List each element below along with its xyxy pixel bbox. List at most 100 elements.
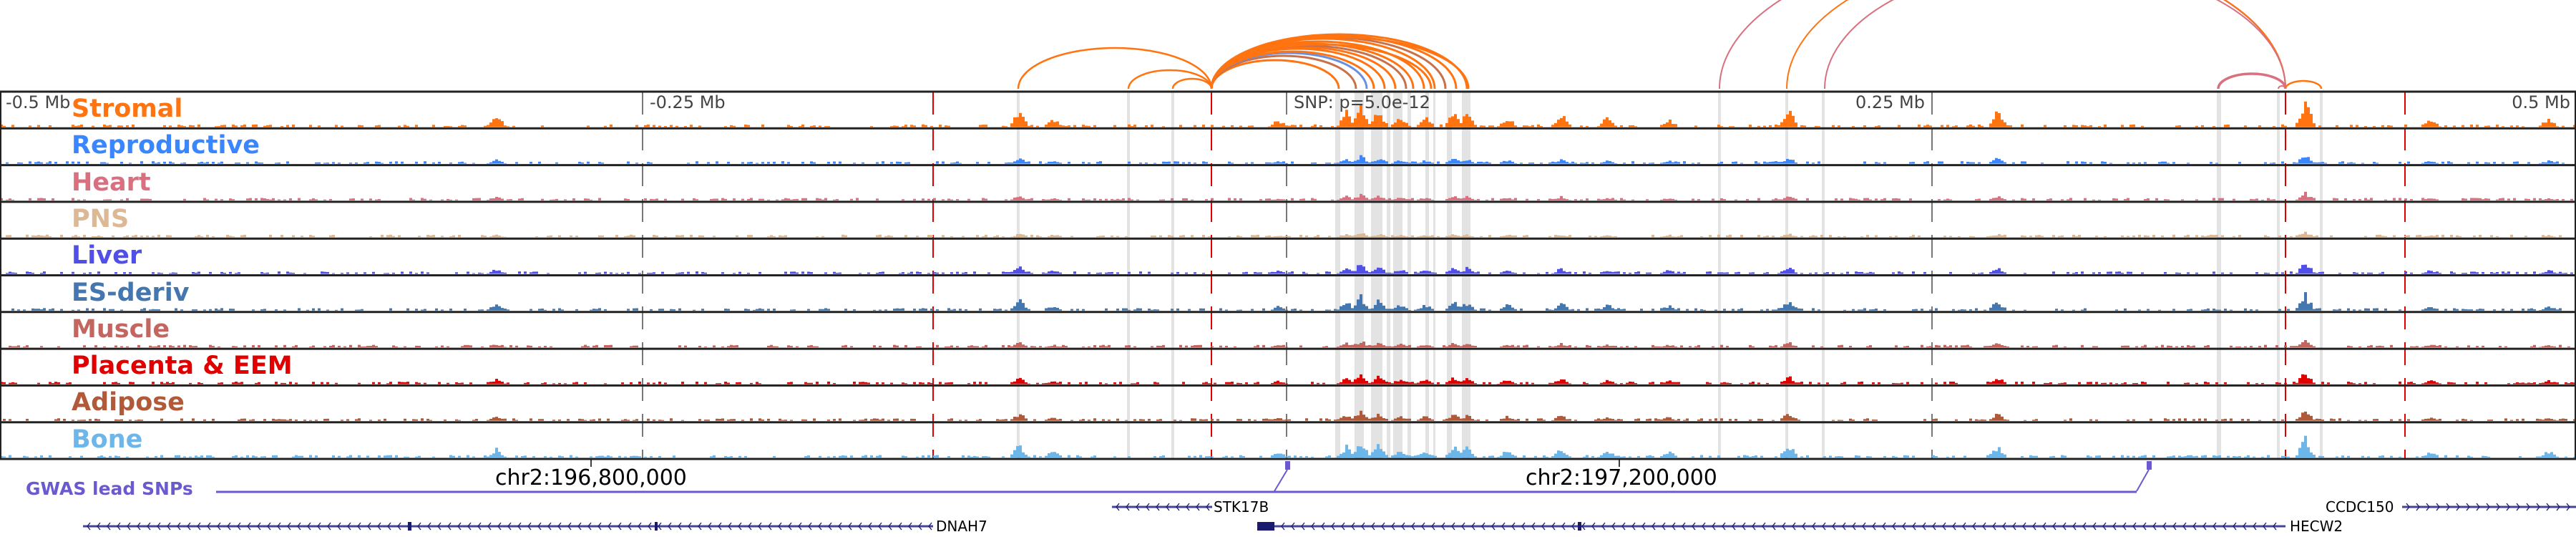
signal-bar (2212, 125, 2215, 127)
signal-bar (378, 382, 381, 384)
signal-bar (590, 456, 592, 458)
signal-bar (1483, 125, 1485, 127)
signal-bar (1497, 126, 1500, 127)
signal-bar (747, 162, 750, 164)
signal-bar (1815, 272, 1818, 274)
signal-bar (1371, 382, 1374, 384)
signal-bar (1669, 119, 1672, 127)
signal-bar (1291, 125, 1294, 127)
strand-arrow (147, 522, 151, 531)
signal-bar (1362, 266, 1365, 274)
signal-bar (358, 455, 361, 458)
signal-bar (973, 455, 976, 458)
signal-bar (1311, 198, 1314, 200)
signal-bar (1340, 198, 1342, 200)
signal-bar (263, 309, 266, 311)
signal-bar (701, 235, 704, 238)
gene-label-ccdc150[interactable]: CCDC150 (2326, 498, 2394, 516)
strand-arrow (1176, 503, 1180, 511)
signal-bar (1780, 382, 1783, 384)
strand-arrow (2233, 522, 2237, 531)
signal-bar (335, 309, 338, 311)
signal-bar (1108, 272, 1111, 274)
strand-arrow (1166, 503, 1170, 511)
signal-bar (784, 198, 787, 200)
signal-bar (1451, 415, 1454, 421)
signal-bar (1806, 161, 1809, 164)
signal-bar (936, 309, 939, 311)
signal-bar (2029, 455, 2032, 458)
signal-bar (713, 345, 716, 348)
signal-bar (1634, 272, 1637, 274)
signal-bar (1417, 455, 1420, 458)
signal-bar (1508, 198, 1511, 200)
gene-label-dnah7[interactable]: DNAH7 (936, 518, 987, 535)
signal-bar (1251, 125, 1254, 127)
signal-bar (1171, 198, 1174, 200)
signal-bar (1405, 346, 1408, 348)
signal-bar (2539, 198, 2542, 200)
signal-bar (1978, 198, 1981, 200)
signal-bar (1663, 124, 1666, 127)
signal-bar (2187, 345, 2190, 348)
signal-bar (1025, 382, 1028, 384)
signal-bar (1503, 160, 1506, 164)
signal-bar (1949, 271, 1952, 274)
strand-arrow (1722, 522, 1726, 531)
signal-bar (2301, 158, 2304, 164)
strand-arrow (1531, 522, 1536, 531)
strand-arrow (2142, 522, 2147, 531)
signal-bar (2284, 345, 2287, 348)
signal-bar (2370, 198, 2373, 200)
signal-bar (627, 161, 630, 164)
signal-bar (461, 161, 464, 164)
signal-bar (790, 382, 793, 384)
signal-bar (421, 418, 424, 421)
signal-bar (2152, 455, 2155, 458)
signal-bar (1789, 342, 1792, 348)
signal-bar (773, 309, 776, 311)
signal-bar (152, 272, 155, 274)
signal-bar (1460, 271, 1463, 274)
signal-bar (1151, 309, 1153, 311)
signal-bar (492, 453, 495, 458)
signal-bar (1523, 345, 1526, 348)
signal-bar (1586, 344, 1589, 348)
signal-bar (1202, 308, 1205, 311)
signal-bar (2524, 272, 2527, 274)
signal-bar (2075, 272, 2078, 274)
signal-bar (538, 309, 541, 311)
signal-bar (527, 345, 530, 348)
signal-bar (197, 124, 200, 127)
signal-bar (1514, 163, 1517, 164)
signal-bar (1672, 419, 1674, 421)
signal-bar (501, 308, 504, 311)
signal-bar (37, 198, 40, 200)
strand-arrow (768, 522, 772, 531)
signal-bar (2376, 419, 2379, 421)
signal-bar (246, 455, 249, 458)
signal-bar (2001, 416, 2004, 421)
signal-bar (1606, 344, 1609, 348)
strand-arrow (347, 522, 351, 531)
signal-bar (2499, 346, 2502, 348)
signal-bar (1351, 199, 1354, 200)
signal-bar (246, 162, 249, 164)
gene-label-hecw2[interactable]: HECW2 (2290, 518, 2343, 535)
gene-label-stk17b[interactable]: STK17B (1214, 498, 1269, 516)
signal-bar (2453, 382, 2456, 384)
signal-bar (2381, 455, 2384, 458)
signal-bar (1125, 308, 1128, 311)
signal-bar (635, 419, 638, 421)
signal-bar (779, 235, 781, 238)
strand-arrow (487, 522, 492, 531)
signal-bar (1554, 272, 1557, 274)
signal-bar (1792, 236, 1795, 238)
signal-bar (2376, 308, 2379, 311)
signal-bar (14, 272, 17, 274)
signal-bar (810, 345, 813, 348)
signal-bar (2261, 456, 2264, 458)
signal-bar (1285, 236, 1288, 238)
strand-arrow (317, 522, 321, 531)
signal-bar (1279, 307, 1282, 311)
